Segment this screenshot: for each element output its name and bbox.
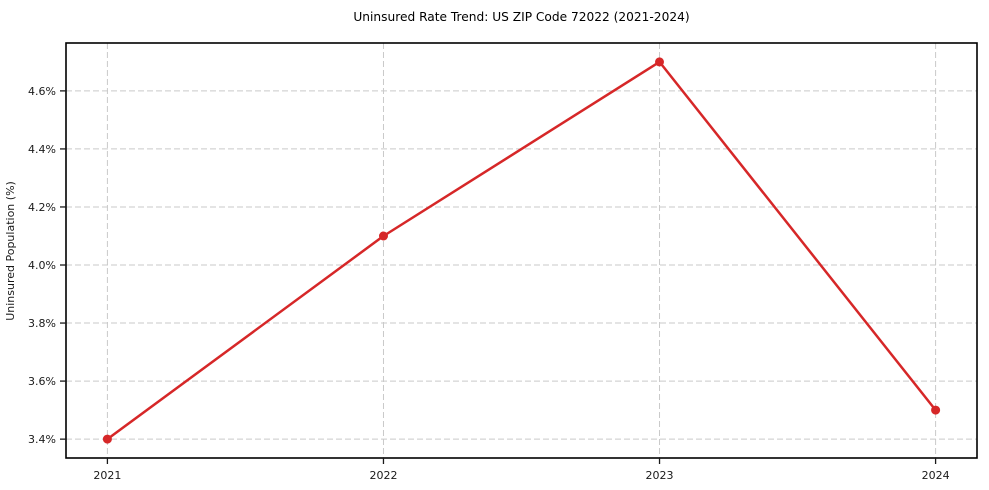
plot-area [65, 42, 978, 459]
y-tick-label: 4.4% [28, 143, 56, 156]
data-point-marker [931, 405, 941, 415]
y-tick-label: 3.4% [28, 433, 56, 446]
y-tick-label: 3.8% [28, 317, 56, 330]
tick-layer: 3.4% 3.6% 3.8% 4.0% 4.2% 4.4% 4.6% 2021 2022 2023… [28, 85, 950, 482]
y-tick-label: 4.2% [28, 201, 56, 214]
y-tick-label: 3.6% [28, 375, 56, 388]
x-tick-label: 2022 [369, 469, 397, 482]
data-point-marker [102, 434, 112, 444]
y-tick-label: 4.0% [28, 259, 56, 272]
y-axis-label: Uninsured Population (%) [4, 181, 17, 321]
x-tick-label: 2024 [922, 469, 950, 482]
chart-title: Uninsured Rate Trend: US ZIP Code 72022 … [353, 10, 689, 24]
data-point-marker [379, 231, 388, 241]
y-tick-label: 4.6% [28, 85, 56, 98]
data-point-marker [655, 57, 664, 67]
trend-line [106, 60, 937, 441]
trend-line-series [102, 57, 941, 444]
x-tick-label: 2023 [646, 469, 674, 482]
grid-layer [66, 43, 977, 458]
x-tick-label: 2021 [93, 469, 121, 482]
